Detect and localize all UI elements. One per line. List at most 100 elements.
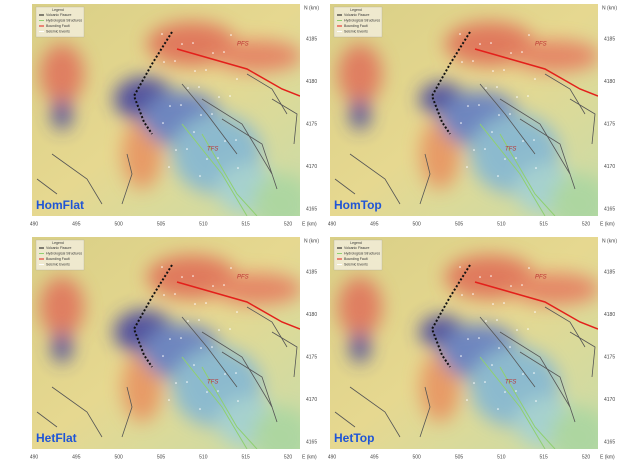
seismic-event (467, 105, 469, 107)
seismic-event (535, 167, 537, 169)
legend-item: Bounding Fault (344, 257, 368, 261)
x-tick-label: 505 (455, 221, 464, 227)
y-tick-label: 4180 (604, 312, 615, 318)
legend-title: Legend (350, 241, 362, 245)
seismic-event (181, 43, 183, 45)
seismic-event (461, 61, 463, 63)
seismic-event (516, 96, 518, 98)
field-blob (40, 277, 84, 337)
seismic-event (485, 87, 487, 89)
legend-title: Legend (350, 8, 362, 12)
seismic-event (169, 338, 171, 340)
legend: LegendVolcanic FissureHydrological Struc… (36, 7, 84, 37)
seismic-event (510, 285, 512, 287)
seismic-event (169, 105, 171, 107)
seismic-event (198, 319, 200, 321)
seismic-event (461, 294, 463, 296)
seismic-event (211, 113, 213, 115)
seismic-event (186, 148, 188, 150)
seismic-event (497, 175, 499, 177)
seismic-event (192, 42, 194, 44)
seismic-event (229, 328, 231, 330)
seismic-event (217, 157, 219, 159)
seismic-event (492, 303, 494, 305)
panel-label: HomTop (334, 198, 382, 212)
y-tick-label: 4170 (306, 397, 317, 403)
fault-label: PFS (237, 275, 249, 281)
seismic-event (198, 86, 200, 88)
seismic-event (206, 158, 208, 160)
seismic-event (534, 311, 536, 313)
y-tick-label: 4165 (306, 206, 317, 212)
x-tick-label: 490 (328, 454, 337, 460)
map-panel: LegendVolcanic FissureHydrological Struc… (328, 4, 618, 234)
seismic-event (527, 95, 529, 97)
seismic-event (235, 139, 237, 141)
seismic-event (459, 266, 461, 268)
legend-item: Bounding Fault (46, 257, 70, 261)
seismic-event (516, 329, 518, 331)
seismic-event (504, 158, 506, 160)
seismic-event (161, 33, 163, 35)
x-tick-label: 505 (157, 454, 166, 460)
seismic-event (168, 399, 170, 401)
field-blob (212, 273, 302, 305)
seismic-event (497, 408, 499, 410)
x-tick-label: 520 (284, 454, 293, 460)
seismic-event (175, 149, 177, 151)
x-tick-label: 520 (284, 221, 293, 227)
seismic-event (187, 320, 189, 322)
seismic-event (230, 267, 232, 269)
seismic-event (479, 43, 481, 45)
seismic-event (466, 399, 468, 401)
seismic-event (237, 400, 239, 402)
field-blob (52, 98, 72, 130)
x-tick-label: 520 (582, 221, 591, 227)
x-tick-label: 505 (455, 454, 464, 460)
seismic-event (236, 78, 238, 80)
x-tick-label: 520 (582, 454, 591, 460)
y-axis-title: N (km) (602, 238, 617, 244)
seismic-event (528, 34, 530, 36)
map-panel: LegendVolcanic FissureHydrological Struc… (328, 237, 618, 467)
seismic-event (459, 33, 461, 35)
seismic-event (504, 391, 506, 393)
seismic-event (533, 372, 535, 374)
seismic-event (492, 70, 494, 72)
seismic-event (478, 104, 480, 106)
field-blob (338, 44, 382, 104)
seismic-event (186, 381, 188, 383)
seismic-event (236, 311, 238, 313)
seismic-event (498, 114, 500, 116)
y-tick-label: 4185 (306, 269, 317, 275)
seismic-event (180, 337, 182, 339)
seismic-event (490, 42, 492, 44)
y-tick-label: 4180 (306, 79, 317, 85)
fault-label: PFS (535, 275, 547, 281)
seismic-event (491, 131, 493, 133)
y-axis-title: N (km) (602, 5, 617, 11)
field-blob (52, 331, 72, 363)
seismic-event (496, 86, 498, 88)
seismic-event (473, 149, 475, 151)
x-axis-title: E (km) (600, 454, 615, 460)
y-tick-label: 4170 (604, 397, 615, 403)
seismic-event (218, 329, 220, 331)
field-blob (40, 44, 84, 104)
seismic-event (187, 87, 189, 89)
seismic-event (205, 69, 207, 71)
y-tick-label: 4180 (604, 79, 615, 85)
fault-label: PFS (237, 42, 249, 48)
legend-item: Volcanic Fissure (46, 13, 72, 17)
y-tick-label: 4165 (604, 439, 615, 445)
figure: Legend Volcanic Fissure Hydrological Struc… (0, 0, 621, 471)
seismic-event (229, 95, 231, 97)
seismic-event (180, 104, 182, 106)
y-tick-label: 4175 (604, 354, 615, 360)
legend-item: Hydrological Structures (46, 251, 82, 255)
x-tick-label: 500 (412, 454, 421, 460)
seismic-event (460, 355, 462, 357)
y-tick-label: 4170 (306, 164, 317, 170)
